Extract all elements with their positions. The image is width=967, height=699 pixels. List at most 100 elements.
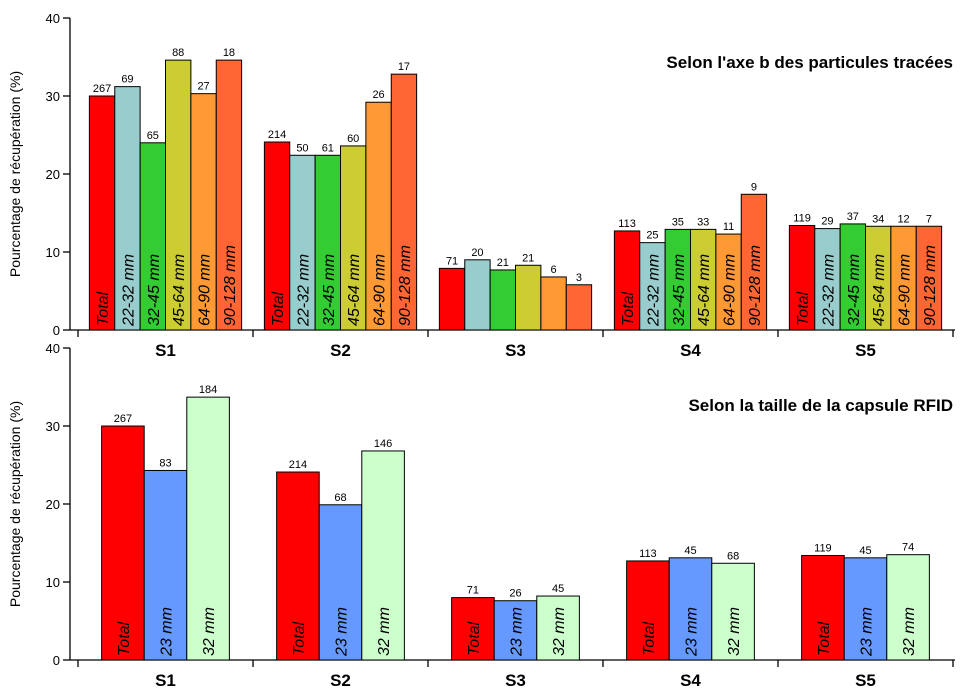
bar <box>639 242 666 331</box>
bar-name: 32-45 mm <box>846 254 863 326</box>
bar-name: 32 mm <box>901 607 918 656</box>
bar-name: Total <box>816 621 833 656</box>
y-tick-label: 10 <box>46 245 60 260</box>
count-label: 61 <box>322 142 334 154</box>
count-label: 184 <box>199 384 217 396</box>
bar-name: 64-90 mm <box>372 254 389 326</box>
bar-name: 23 mm <box>684 607 701 657</box>
bar-name: 64-90 mm <box>197 254 214 326</box>
y-tick-label: 40 <box>46 11 60 26</box>
y-tick-label: 30 <box>46 89 60 104</box>
count-label: 3 <box>576 272 582 284</box>
count-label: 214 <box>289 459 307 471</box>
bar-name: Total <box>116 621 133 656</box>
bar-name: 32 mm <box>726 607 743 656</box>
bar <box>263 141 291 331</box>
count-label: 45 <box>859 545 871 557</box>
bar <box>668 557 713 661</box>
bar <box>565 284 593 331</box>
bar-name: 22-32 mm <box>295 254 312 327</box>
count-label: 35 <box>672 216 684 228</box>
count-label: 45 <box>684 545 696 557</box>
count-label: 267 <box>114 413 132 425</box>
count-label: 88 <box>172 47 184 59</box>
bar <box>711 562 755 661</box>
bar <box>515 264 542 331</box>
bar <box>865 225 892 331</box>
bar-name: 32-45 mm <box>671 254 688 326</box>
bar <box>390 73 418 331</box>
count-label: 20 <box>471 247 483 259</box>
bar <box>613 230 641 331</box>
x-tick-label: S5 <box>855 671 876 690</box>
bar-name: 23 mm <box>509 607 526 657</box>
y-tick-label: 20 <box>46 497 60 512</box>
bar <box>186 396 230 661</box>
x-tick-label: S2 <box>330 341 351 360</box>
bar <box>626 560 670 661</box>
bar-name: 45-64 mm <box>346 254 363 326</box>
bar-name: Total <box>620 291 637 326</box>
bar-name: 32-45 mm <box>321 254 338 326</box>
x-tick-label: S4 <box>680 341 701 360</box>
bar-name: 90-128 mm <box>747 245 764 326</box>
bar <box>101 425 145 661</box>
count-label: 83 <box>159 457 171 469</box>
bar <box>340 145 367 331</box>
bar-name: Total <box>95 291 112 326</box>
bar <box>139 142 166 331</box>
x-tick-label: S3 <box>505 341 526 360</box>
count-label: 119 <box>814 542 832 554</box>
bar <box>365 101 392 331</box>
bar <box>740 193 768 331</box>
count-label: 9 <box>751 181 757 193</box>
bar-name: 23 mm <box>159 607 176 657</box>
count-label: 71 <box>446 255 458 267</box>
count-label: 113 <box>618 218 636 230</box>
bar-name: 22-32 mm <box>120 254 137 327</box>
y-tick-label: 0 <box>53 653 60 668</box>
x-tick-label: S1 <box>155 671 176 690</box>
bar-name: 22-32 mm <box>820 254 837 327</box>
bar <box>276 471 320 661</box>
y-axis-label: Pourcentage de récupération (%) <box>7 401 23 607</box>
count-label: 7 <box>926 213 932 225</box>
bar-name: 90-128 mm <box>922 245 939 326</box>
count-label: 27 <box>197 81 209 93</box>
bar <box>788 224 816 331</box>
bar <box>540 276 567 331</box>
bar-name: 22-32 mm <box>645 254 662 327</box>
panel-title: Selon l'axe b des particules tracées <box>666 53 953 72</box>
count-label: 45 <box>552 583 564 595</box>
count-label: 71 <box>467 585 479 597</box>
count-label: 26 <box>372 89 384 101</box>
y-tick-label: 10 <box>46 575 60 590</box>
count-label: 29 <box>821 216 833 228</box>
count-label: 74 <box>902 542 914 554</box>
x-tick-label: S5 <box>855 341 876 360</box>
count-label: 34 <box>872 213 884 225</box>
bar <box>318 504 363 661</box>
count-label: 37 <box>847 211 859 223</box>
count-label: 17 <box>398 61 410 73</box>
count-label: 50 <box>296 142 308 154</box>
bar-name: 90-128 mm <box>222 245 239 326</box>
bar <box>715 233 742 331</box>
bar-name: 64-90 mm <box>897 254 914 326</box>
y-tick-label: 30 <box>46 419 60 434</box>
bar-name: 32 mm <box>551 607 568 656</box>
bar-name: Total <box>270 291 287 326</box>
bar <box>314 154 341 331</box>
x-tick-label: S2 <box>330 671 351 690</box>
count-label: 25 <box>646 230 658 242</box>
bar <box>886 554 930 661</box>
count-label: 267 <box>93 83 111 95</box>
count-label: 69 <box>121 74 133 86</box>
bar <box>438 267 466 331</box>
bar <box>801 554 845 661</box>
bar-name: 45-64 mm <box>171 254 188 326</box>
bar <box>215 59 243 331</box>
bar-name: 23 mm <box>859 607 876 657</box>
bar <box>536 595 580 661</box>
